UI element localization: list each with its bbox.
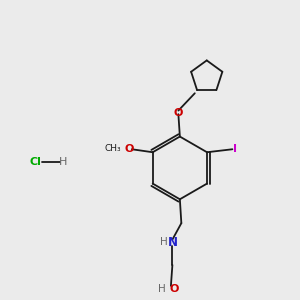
Text: O: O — [125, 144, 134, 154]
Text: H: H — [160, 237, 167, 247]
Text: Cl: Cl — [29, 157, 41, 167]
Text: O: O — [170, 284, 179, 294]
Text: H: H — [59, 157, 68, 167]
Text: N: N — [167, 236, 177, 249]
Text: I: I — [233, 144, 237, 154]
Text: H: H — [158, 284, 166, 294]
Text: O: O — [174, 108, 183, 118]
Text: CH₃: CH₃ — [105, 144, 122, 153]
